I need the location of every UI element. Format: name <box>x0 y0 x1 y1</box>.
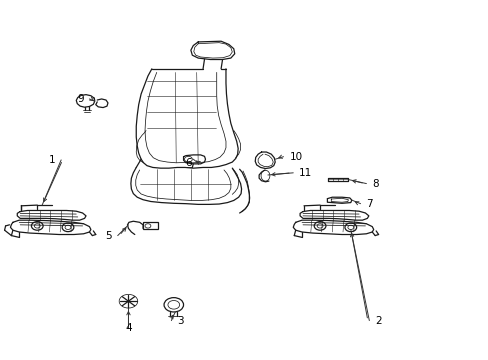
Text: 6: 6 <box>185 158 191 168</box>
Text: 8: 8 <box>371 179 378 189</box>
Text: 1: 1 <box>49 155 55 165</box>
Text: 2: 2 <box>374 316 381 325</box>
Text: 4: 4 <box>125 323 131 333</box>
Text: 10: 10 <box>289 152 302 162</box>
Text: 7: 7 <box>366 199 372 209</box>
Bar <box>143 222 158 229</box>
Text: 11: 11 <box>299 168 312 178</box>
Text: 3: 3 <box>177 316 183 325</box>
Text: 9: 9 <box>77 94 83 104</box>
Text: 5: 5 <box>105 231 112 240</box>
